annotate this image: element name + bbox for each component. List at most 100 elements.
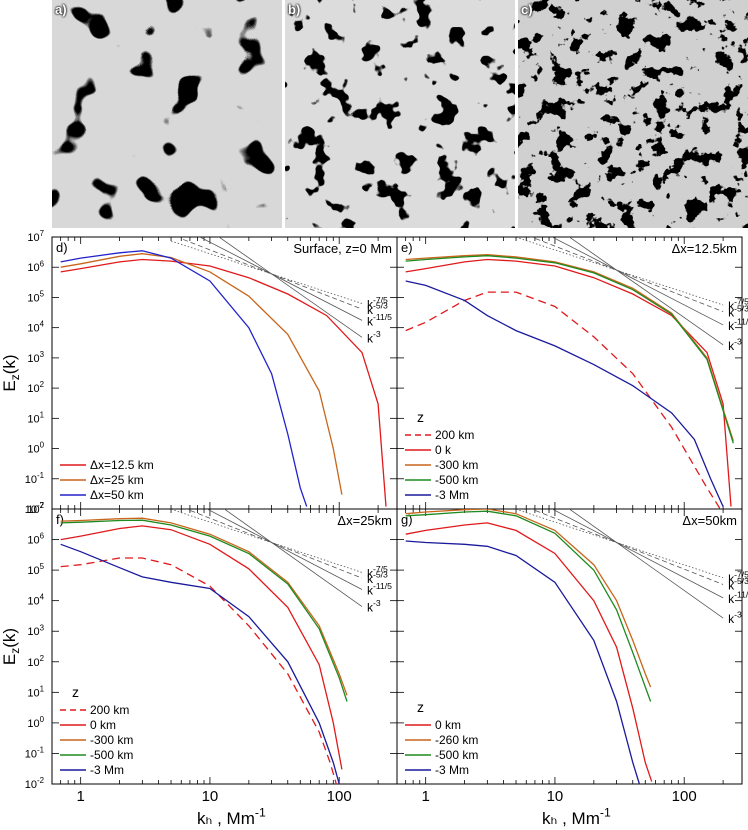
legend-title: z xyxy=(72,684,79,700)
x-axis-label: kₕ , Mm-1 xyxy=(542,805,611,828)
series-line xyxy=(405,254,734,441)
y-tick-label: 106 xyxy=(27,259,44,274)
legend-title: z xyxy=(417,699,424,715)
power-law-line xyxy=(530,237,724,313)
panel-label-c: c) xyxy=(521,2,533,17)
power-law-line xyxy=(568,237,724,346)
power-law-line xyxy=(206,509,363,590)
x-tick-label: 1 xyxy=(77,788,85,805)
series-line xyxy=(405,280,724,507)
series-line xyxy=(60,250,308,507)
y-axis-label: Ez(k) xyxy=(0,628,22,665)
legend-label: -3 Mm xyxy=(90,763,124,777)
series-line xyxy=(60,525,343,770)
legend-label: 200 km xyxy=(435,428,474,442)
series-line xyxy=(60,253,343,495)
power-law-label: k-11/5 xyxy=(367,312,392,328)
panel-label: g) xyxy=(401,512,413,527)
power-law-line xyxy=(218,237,363,338)
power-law-line xyxy=(568,509,724,619)
y-axis-label: Ez(k) xyxy=(0,354,22,391)
series-line xyxy=(405,522,653,782)
power-law-label: k-11/5 xyxy=(367,581,392,597)
power-law-line xyxy=(551,509,724,599)
legend-title: z xyxy=(417,409,424,425)
legend-label: -300 km xyxy=(435,458,478,472)
x-axis-label: kₕ , Mm-1 xyxy=(197,805,266,828)
spectrum-panel-f: 1 10 100 kₕ , Mm-1 10-2 10-1 100 101 102 103 104 10… xyxy=(0,501,398,828)
series-line xyxy=(405,540,641,784)
series-line xyxy=(60,543,340,784)
y-tick-label: 100 xyxy=(27,715,44,730)
legend-label: -3 Mm xyxy=(435,488,469,502)
y-tick-label: 104 xyxy=(27,593,44,608)
granulation-texture-c xyxy=(518,0,748,228)
y-tick-label: 106 xyxy=(27,532,44,547)
granulation-image-b: b) xyxy=(285,0,515,228)
y-tick-label: 103 xyxy=(27,623,44,638)
series-line xyxy=(405,510,652,702)
y-tick-label: 100 xyxy=(27,441,44,456)
power-law-label: k-7/5 xyxy=(367,564,388,580)
power-law-label: k-11/5 xyxy=(728,590,748,606)
granulation-image-a: a) xyxy=(52,0,282,228)
power-law-line xyxy=(198,237,363,321)
x-tick-label: 1 xyxy=(422,788,430,805)
legend-label: 200 km xyxy=(90,703,129,717)
power-law-line xyxy=(223,509,363,607)
panel-label-a: a) xyxy=(55,2,67,17)
granulation-image-c: c) xyxy=(518,0,748,228)
y-tick-label: 10-2 xyxy=(25,501,44,516)
panel-annotation: Δx=50km xyxy=(682,513,737,528)
power-law-label: k-5/3 xyxy=(728,303,748,319)
power-law-label: k-5/3 xyxy=(367,570,388,586)
legend-label: -500 km xyxy=(90,748,133,762)
power-law-label: k-5/3 xyxy=(367,301,388,317)
power-law-label: k-7/5 xyxy=(728,569,748,585)
x-tick-label: 10 xyxy=(547,788,564,805)
y-tick-label: 10-2 xyxy=(25,776,44,791)
power-law-label: k-7/5 xyxy=(728,297,748,313)
legend-label: Δx=12.5 km xyxy=(90,458,154,472)
legend-label: Δx=25 km xyxy=(90,473,144,487)
legend-label: -300 km xyxy=(90,733,133,747)
panel-annotation: Δx=25km xyxy=(337,513,392,528)
power-law-label: k-3 xyxy=(367,598,381,614)
legend-label: Δx=50 km xyxy=(90,488,144,502)
granulation-texture-a xyxy=(52,0,282,228)
power-law-label: k-3 xyxy=(728,610,742,626)
series-line xyxy=(405,258,732,507)
panel-label: d) xyxy=(56,240,68,255)
series-line xyxy=(60,258,387,507)
power-law-label: k-3 xyxy=(728,336,742,352)
series-line xyxy=(60,519,348,702)
y-tick-label: 101 xyxy=(27,410,44,425)
y-tick-label: 104 xyxy=(27,320,44,335)
x-tick-label: 100 xyxy=(672,788,697,805)
series-line xyxy=(60,557,337,784)
legend-label: 0 km xyxy=(90,718,116,732)
power-law-label: k-7/5 xyxy=(367,295,388,311)
panel-label: f) xyxy=(56,512,64,527)
legend-label: -500 km xyxy=(435,473,478,487)
granulation-texture-b xyxy=(285,0,515,228)
spectrum-panel-e: e) Δx=12.5km k-7/5k-5/3k-11/5 k-3 z 200 km0 k… xyxy=(396,236,748,510)
series-line xyxy=(405,509,652,688)
power-law-line xyxy=(530,509,724,585)
y-tick-label: 107 xyxy=(27,501,44,516)
y-tick-label: 107 xyxy=(27,229,44,244)
power-law-label: k-11/5 xyxy=(728,317,748,333)
y-tick-label: 105 xyxy=(27,562,44,577)
legend-label: 0 k xyxy=(435,443,452,457)
panel-annotation: Δx=12.5km xyxy=(672,241,737,256)
y-tick-label: 101 xyxy=(27,684,44,699)
series-line xyxy=(405,255,734,444)
legend-label: -260 km xyxy=(435,733,478,747)
spectrum-panel-g: 1 10 100 kₕ , Mm-1 g) Δx=50km k-7/5k-5/3k-11/5… xyxy=(396,508,748,828)
panel-annotation: Surface, z=0 Mm xyxy=(293,241,392,256)
series-line xyxy=(60,517,348,696)
spectrum-panel-d: 10-2 10-1 100 101 102 103 104 105 106 107 Ez(k) d) S… xyxy=(0,229,398,516)
legend-label: -3 Mm xyxy=(435,763,469,777)
power-law-line xyxy=(551,237,724,326)
